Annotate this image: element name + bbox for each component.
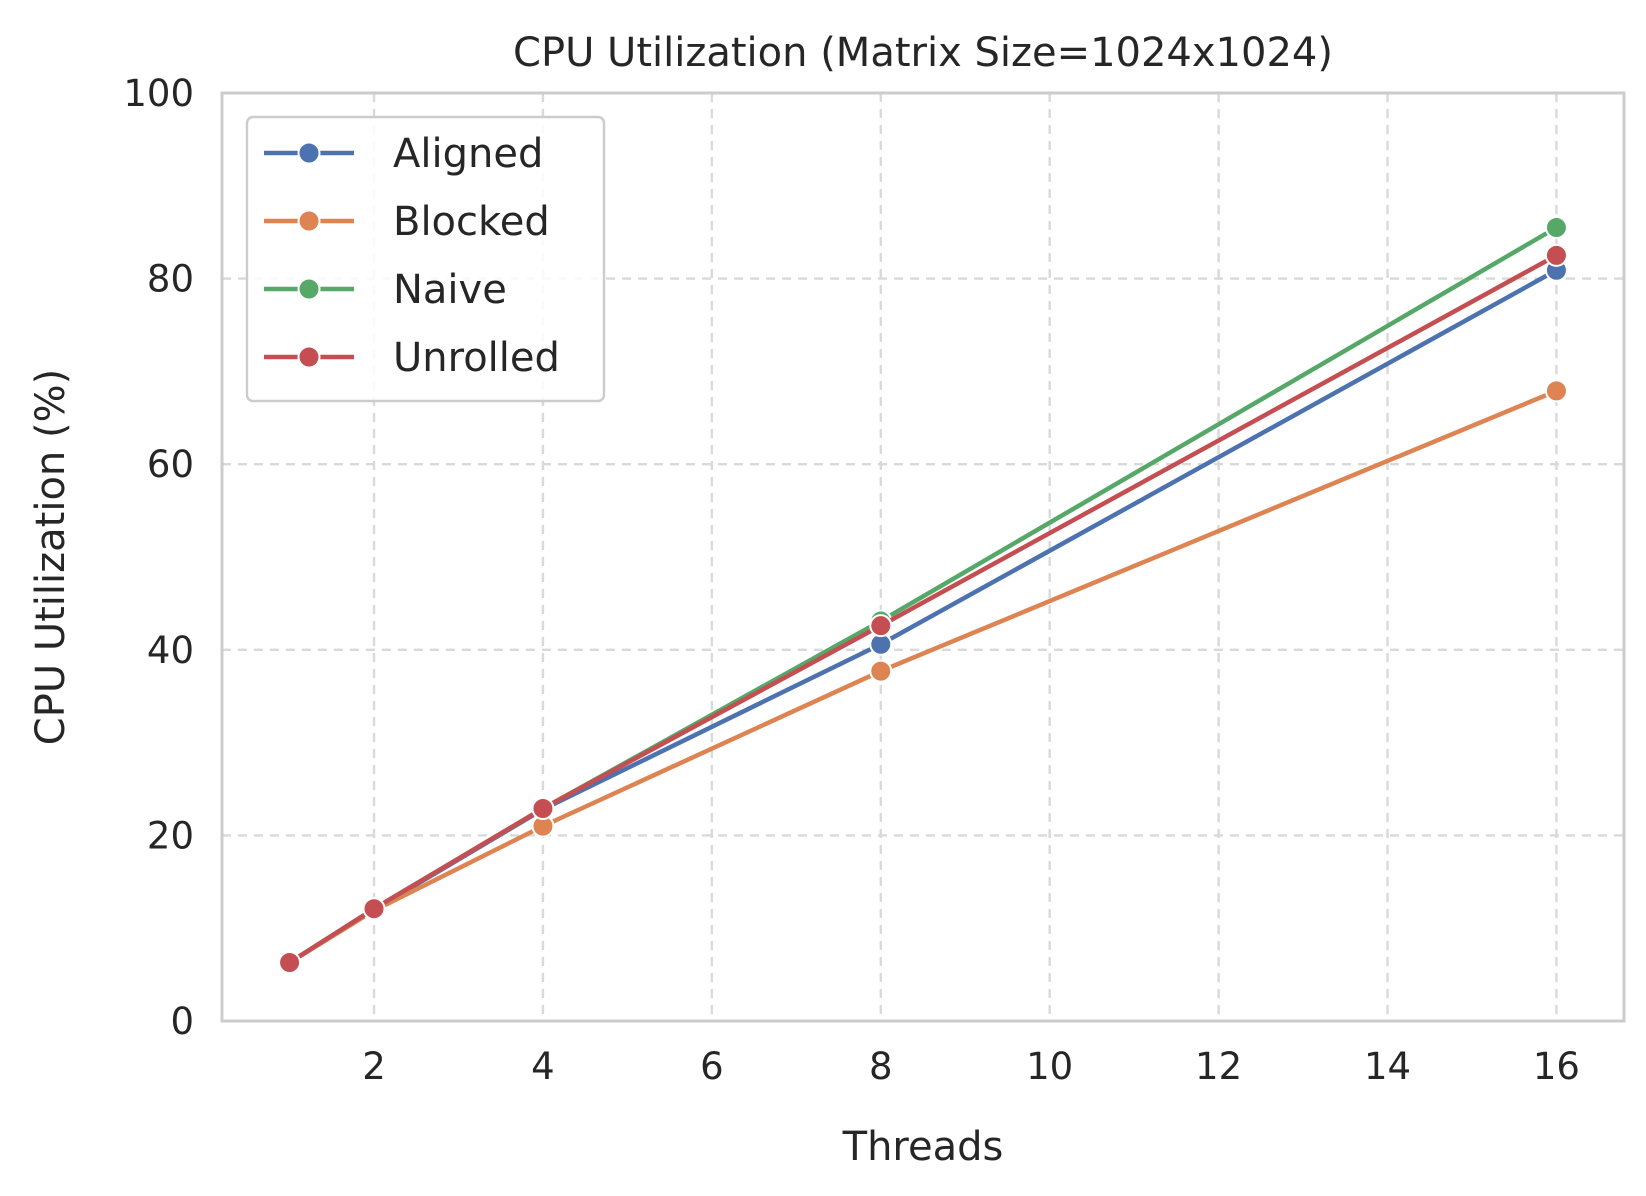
x-tick-labels: 2 4 6 8 10 12 14 16 bbox=[362, 1045, 1580, 1088]
y-axis-label: CPU Utilization (%) bbox=[28, 369, 74, 745]
plot-frame bbox=[220, 91, 1626, 1023]
data-point-unrolled bbox=[362, 897, 386, 921]
data-point-unrolled bbox=[869, 614, 893, 638]
legend-label: Unrolled bbox=[393, 335, 560, 381]
legend-entry-unrolled: Unrolled bbox=[264, 335, 560, 381]
series-unrolled bbox=[278, 243, 1568, 975]
legend-entry-aligned: Aligned bbox=[264, 131, 543, 177]
legend-label: Blocked bbox=[393, 199, 550, 245]
data-point-unrolled bbox=[531, 796, 555, 820]
legend-marker bbox=[297, 209, 321, 233]
x-tick-label: 10 bbox=[1026, 1045, 1073, 1088]
legend-marker bbox=[297, 277, 321, 301]
x-tick-label: 16 bbox=[1533, 1045, 1580, 1088]
legend-entry-blocked: Blocked bbox=[264, 199, 550, 245]
chart-title: CPU Utilization (Matrix Size=1024x1024) bbox=[513, 30, 1333, 76]
legend-marker bbox=[297, 141, 321, 165]
x-tick-label: 6 bbox=[700, 1045, 724, 1088]
x-tick-label: 12 bbox=[1195, 1045, 1242, 1088]
data-point-blocked bbox=[1544, 379, 1568, 403]
legend-entry-naive: Naive bbox=[264, 267, 507, 313]
legend-label: Naive bbox=[393, 267, 507, 313]
legend: Aligned Blocked Naive Unrolled bbox=[245, 115, 606, 403]
legend-marker bbox=[297, 345, 321, 369]
data-point-unrolled bbox=[278, 951, 302, 975]
data-point-unrolled bbox=[1544, 243, 1568, 267]
data-point-naive bbox=[1544, 216, 1568, 240]
legend-label: Aligned bbox=[393, 131, 543, 177]
legend-box bbox=[245, 115, 606, 403]
x-tick-label: 4 bbox=[531, 1045, 555, 1088]
x-tick-label: 2 bbox=[362, 1045, 386, 1088]
grid-lines bbox=[222, 93, 1624, 1021]
data-point-blocked bbox=[869, 659, 893, 683]
legend-entries: Aligned Blocked Naive Unrolled bbox=[264, 131, 560, 381]
y-tick-label: 80 bbox=[147, 258, 194, 301]
x-axis-label: Threads bbox=[842, 1124, 1004, 1170]
x-tick-label: 14 bbox=[1364, 1045, 1411, 1088]
y-tick-label: 0 bbox=[170, 1000, 194, 1043]
y-tick-label: 100 bbox=[123, 72, 194, 115]
y-tick-label: 20 bbox=[147, 814, 194, 857]
x-tick-label: 8 bbox=[869, 1045, 893, 1088]
series-layer bbox=[278, 216, 1568, 975]
y-tick-label: 40 bbox=[147, 629, 194, 672]
y-tick-labels: 0 20 40 60 80 100 bbox=[123, 72, 194, 1043]
y-tick-label: 60 bbox=[147, 443, 194, 486]
